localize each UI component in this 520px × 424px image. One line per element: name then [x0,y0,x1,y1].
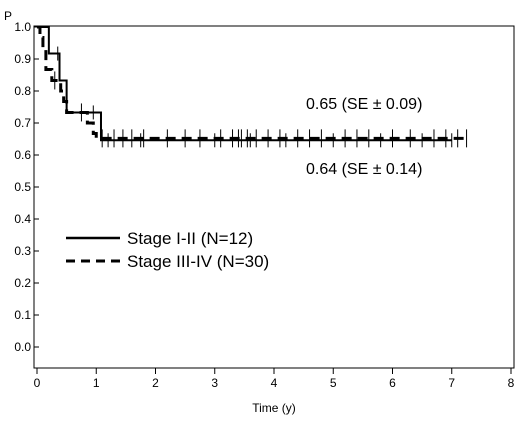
x-tick-label: 6 [389,376,396,390]
y-tick-label: 0.6 [14,148,31,162]
x-tick-label: 1 [93,376,100,390]
annotation-stage-iii-iv: 0.65 (SE ± 0.09) [306,96,422,113]
y-axis-label: P [4,9,12,23]
x-axis: 0 1 2 3 4 5 6 7 8 [34,368,515,390]
y-tick-label: 0.3 [14,244,31,258]
series-layer [37,25,468,148]
y-tick-label: 0.5 [14,180,31,194]
y-tick-label: 0.2 [14,276,31,290]
y-tick-label: 0.8 [14,84,31,98]
x-tick-label: 3 [211,376,218,390]
x-tick-label: 8 [508,376,515,390]
y-tick-label: 0.7 [14,116,31,130]
legend: Stage I-II (N=12) Stage III-IV (N=30) [66,229,269,271]
series-line-stage-iii-iv [37,25,467,140]
annotation-stage-i-ii: 0.64 (SE ± 0.14) [306,161,422,178]
y-axis: 0.0 0.1 0.2 0.3 0.4 0.5 0.6 0.7 0.8 0.9 1.0 [14,20,39,354]
x-tick-label: 4 [271,376,278,390]
x-tick-label: 2 [152,376,159,390]
series-line-stage-i-ii [37,26,452,142]
x-tick-label: 0 [34,376,41,390]
y-tick-label: 1.0 [14,20,31,34]
legend-label-stage-i-ii: Stage I-II (N=12) [127,229,253,248]
x-axis-label: Time (y) [252,401,296,415]
y-tick-label: 0.0 [14,340,31,354]
x-tick-label: 7 [448,376,455,390]
legend-label-stage-iii-iv: Stage III-IV (N=30) [127,252,269,271]
y-tick-label: 0.4 [14,212,31,226]
plot-frame [33,25,515,369]
y-tick-label: 0.1 [14,308,31,322]
y-tick-label: 0.9 [14,52,31,66]
x-tick-label: 5 [330,376,337,390]
